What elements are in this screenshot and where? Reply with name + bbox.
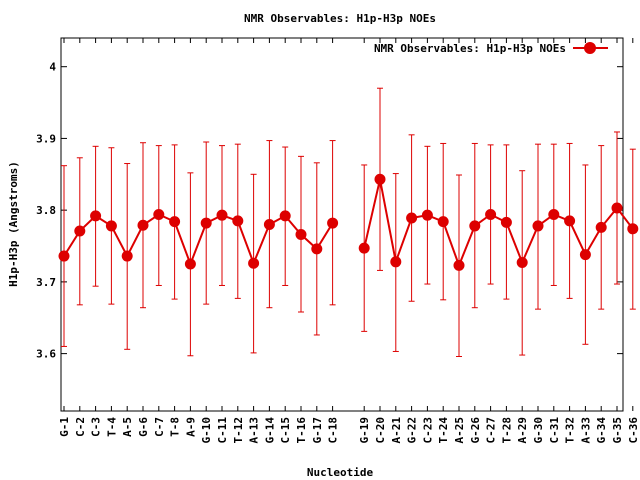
data-point (358, 242, 370, 254)
x-tick-label: T-16 (295, 417, 308, 444)
data-point (579, 249, 591, 261)
data-point (548, 208, 560, 220)
x-tick-label: T-28 (500, 417, 513, 444)
x-tick-label: G-26 (469, 417, 482, 444)
data-point (421, 209, 433, 221)
x-tick-label: C-2 (74, 417, 87, 437)
data-point (184, 258, 196, 270)
data-point (390, 256, 402, 268)
legend: NMR Observables: H1p-H3p NOEs (374, 42, 608, 55)
data-point (295, 229, 307, 241)
data-point (121, 250, 133, 262)
x-tick-label: C-31 (548, 417, 561, 444)
data-point (263, 219, 275, 230)
y-tick-label: 3.8 (36, 204, 56, 217)
x-tick-label: C-3 (90, 417, 103, 437)
data-point (105, 220, 117, 232)
x-tick-label: G-10 (200, 417, 213, 444)
data-point (311, 243, 323, 255)
y-tick-label: 3.6 (36, 348, 56, 361)
x-tick-label: A-25 (453, 417, 466, 444)
data-point (74, 225, 86, 237)
x-tick-label: C-7 (153, 417, 166, 437)
data-point (406, 212, 418, 224)
data-point (374, 173, 386, 185)
x-tick-label: G-17 (311, 417, 324, 444)
data-point (279, 210, 291, 222)
x-tick-label: A-29 (516, 417, 529, 444)
legend-marker-swatch (584, 42, 596, 54)
y-axis-label: H1p-H3p (Angstroms) (7, 161, 20, 287)
x-tick-label: A-21 (390, 417, 403, 444)
x-tick-label: C-27 (485, 417, 498, 444)
x-tick-label: A-13 (248, 417, 261, 444)
data-point (248, 257, 260, 269)
x-tick-label: G-14 (263, 417, 276, 444)
data-point (500, 216, 512, 228)
x-axis-label: Nucleotide (307, 466, 374, 479)
data-point (169, 216, 181, 228)
data-point (485, 208, 497, 220)
data-point (232, 215, 244, 227)
x-tick-label: G-30 (532, 417, 545, 444)
data-point (516, 257, 528, 269)
x-tick-label: G-1 (58, 417, 71, 437)
x-tick-label: T-4 (105, 417, 118, 437)
data-point (216, 209, 228, 221)
plot-frame (60, 37, 624, 412)
x-tick-label: T-12 (232, 417, 245, 444)
x-tick-label: C-23 (421, 417, 434, 444)
x-tick-label: G-35 (611, 417, 624, 444)
data-point (153, 208, 165, 220)
y-tick-label: 3.9 (36, 132, 56, 145)
data-point (90, 210, 102, 222)
x-tick-label: A-33 (579, 417, 592, 444)
y-tick-label: 4 (49, 61, 56, 74)
x-tick-label: G-34 (595, 417, 608, 444)
x-tick-label: T-24 (437, 417, 450, 444)
data-point (137, 219, 149, 231)
x-tick-label: C-11 (216, 417, 229, 444)
data-point (627, 223, 639, 235)
data-point (469, 220, 481, 232)
data-point (532, 220, 544, 232)
data-point (564, 215, 576, 227)
data-point (200, 217, 212, 229)
y-axis: 3.6 3.7 3.8 3.9 4 (36, 61, 623, 361)
data-point (58, 250, 70, 262)
y-tick-label: 3.7 (36, 276, 56, 289)
x-tick-label: C-15 (279, 417, 292, 444)
x-tick-label: G-6 (137, 417, 150, 437)
series-line (63, 213, 334, 267)
series-line (363, 179, 634, 269)
x-tick-label: A-9 (184, 417, 197, 437)
data-point (595, 221, 607, 233)
data-point (437, 216, 449, 228)
legend-label: NMR Observables: H1p-H3p NOEs (374, 42, 566, 55)
x-tick-label: T-8 (169, 417, 182, 437)
x-tick-label: G-22 (406, 417, 419, 444)
x-tick-label: C-18 (327, 417, 340, 444)
x-tick-label: T-32 (564, 417, 577, 444)
series-layer (58, 87, 639, 357)
x-axis: G-1 C-2 C-3 T-4 A-5 G-6 C-7 T-8 A-9 G-10 C-11 T-12 A… (58, 38, 640, 444)
x-tick-label: G-19 (358, 417, 371, 444)
data-point (453, 259, 465, 271)
x-tick-label: C-20 (374, 417, 387, 444)
data-point (611, 202, 623, 214)
x-tick-label: C-36 (627, 417, 640, 444)
chart-title: NMR Observables: H1p-H3p NOEs (244, 12, 436, 25)
x-tick-label: A-5 (121, 417, 134, 437)
data-point (327, 217, 339, 229)
